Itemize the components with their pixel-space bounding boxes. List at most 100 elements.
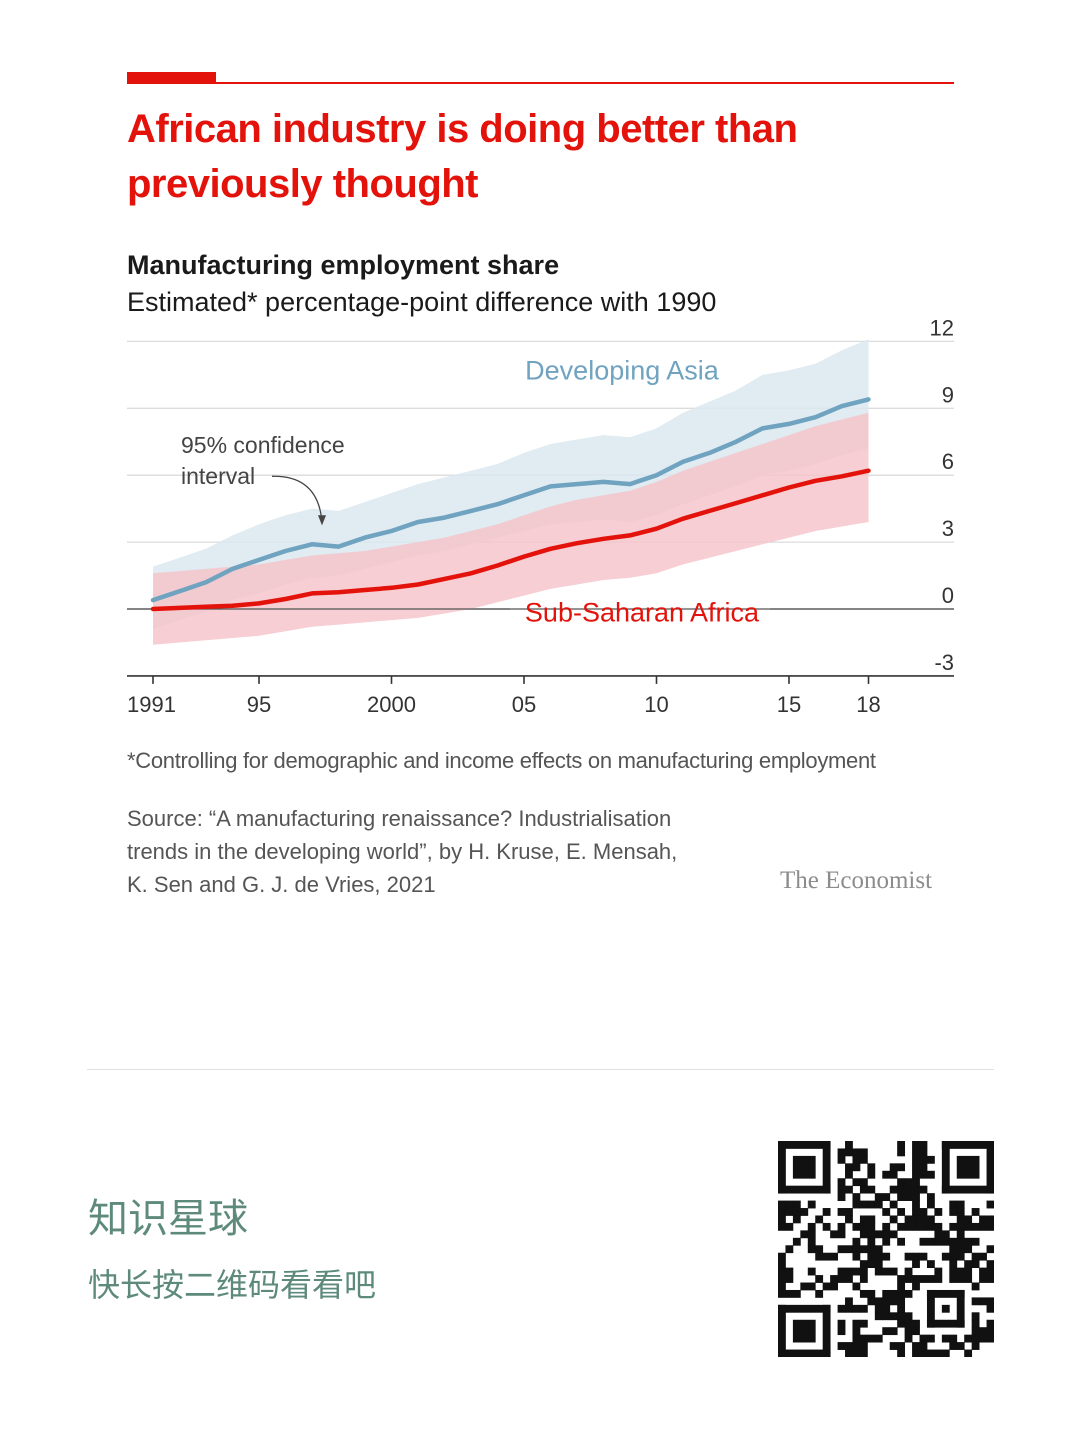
qr-module bbox=[852, 1222, 861, 1231]
qr-module bbox=[785, 1289, 794, 1298]
qr-align bbox=[926, 1289, 965, 1298]
qr-module bbox=[897, 1312, 906, 1321]
qr-finder bbox=[778, 1349, 831, 1357]
qr-module bbox=[949, 1342, 958, 1350]
qr-module bbox=[986, 1275, 994, 1283]
qr-module bbox=[889, 1200, 898, 1209]
qr-module bbox=[845, 1208, 853, 1216]
qr-module bbox=[971, 1252, 980, 1261]
qr-module bbox=[904, 1267, 913, 1276]
qr-module bbox=[964, 1275, 973, 1283]
qr-module bbox=[889, 1342, 898, 1350]
qr-module bbox=[859, 1222, 868, 1231]
qr-module bbox=[859, 1185, 868, 1194]
qr-module bbox=[919, 1148, 928, 1157]
qr-module bbox=[859, 1148, 868, 1157]
asia-series-line bbox=[150, 397, 871, 603]
qr-module bbox=[904, 1178, 913, 1187]
qr-align bbox=[941, 1304, 950, 1313]
qr-module bbox=[792, 1237, 801, 1246]
qr-module bbox=[785, 1245, 794, 1254]
qr-module bbox=[837, 1327, 846, 1336]
qr-module bbox=[882, 1208, 891, 1216]
qr-module bbox=[852, 1200, 861, 1209]
qr-module bbox=[919, 1349, 928, 1357]
qr-module bbox=[919, 1170, 928, 1179]
qr-module bbox=[837, 1275, 846, 1283]
qr-module bbox=[852, 1163, 861, 1172]
x-tick-label: 2000 bbox=[367, 692, 416, 717]
qr-module bbox=[964, 1245, 973, 1254]
qr-module bbox=[889, 1289, 898, 1298]
qr-module bbox=[882, 1252, 891, 1261]
qr-module bbox=[792, 1215, 801, 1224]
qr-module bbox=[882, 1170, 891, 1179]
qr-module bbox=[889, 1312, 898, 1321]
qr-module bbox=[859, 1230, 868, 1239]
qr-module bbox=[956, 1275, 965, 1283]
qr-module bbox=[778, 1215, 786, 1224]
qr-module bbox=[830, 1282, 838, 1291]
qr-code-icon[interactable] bbox=[778, 1141, 994, 1357]
qr-module bbox=[986, 1304, 994, 1313]
qr-module bbox=[941, 1334, 950, 1343]
qr-module bbox=[904, 1222, 913, 1231]
qr-module bbox=[941, 1349, 950, 1357]
qr-module bbox=[912, 1208, 920, 1216]
qr-module bbox=[859, 1245, 868, 1254]
qr-module bbox=[897, 1208, 906, 1216]
qr-module bbox=[971, 1342, 980, 1350]
qr-module bbox=[912, 1282, 920, 1291]
qr-module bbox=[904, 1312, 913, 1321]
qr-module bbox=[971, 1282, 980, 1291]
qr-module bbox=[882, 1230, 891, 1239]
qr-module bbox=[778, 1289, 786, 1298]
qr-module bbox=[949, 1334, 958, 1343]
qr-module bbox=[934, 1208, 943, 1216]
qr-module bbox=[979, 1327, 987, 1336]
x-tick-label: 18 bbox=[856, 692, 880, 717]
qr-module bbox=[897, 1185, 906, 1194]
ci-annotation-arrow bbox=[271, 475, 323, 523]
qr-module bbox=[830, 1252, 838, 1261]
qr-align bbox=[926, 1289, 935, 1328]
qr-module bbox=[889, 1297, 898, 1306]
qr-module bbox=[815, 1245, 824, 1254]
qr-module bbox=[859, 1267, 868, 1276]
qr-module bbox=[837, 1193, 846, 1201]
qr-module bbox=[986, 1334, 994, 1343]
qr-module bbox=[956, 1342, 965, 1350]
qr-module bbox=[874, 1230, 883, 1239]
qr-module bbox=[852, 1319, 861, 1328]
africa-series-line bbox=[150, 468, 871, 612]
qr-finder bbox=[792, 1319, 816, 1343]
qr-module bbox=[837, 1319, 846, 1328]
qr-module bbox=[874, 1260, 883, 1269]
qr-module bbox=[882, 1297, 891, 1306]
qr-module bbox=[956, 1222, 965, 1231]
qr-module bbox=[867, 1200, 876, 1209]
qr-module bbox=[956, 1267, 965, 1276]
qr-module bbox=[919, 1334, 928, 1343]
qr-module bbox=[859, 1334, 868, 1343]
qr-module bbox=[897, 1342, 906, 1350]
qr-finder bbox=[822, 1304, 831, 1357]
qr-module bbox=[986, 1200, 994, 1209]
qr-module bbox=[897, 1193, 906, 1201]
qr-module bbox=[778, 1252, 786, 1261]
qr-module bbox=[800, 1230, 809, 1239]
qr-module bbox=[912, 1148, 920, 1157]
qr-module bbox=[889, 1215, 898, 1224]
qr-module bbox=[867, 1237, 876, 1246]
qr-module bbox=[845, 1141, 853, 1149]
qr-module bbox=[852, 1178, 861, 1187]
qr-module bbox=[934, 1267, 943, 1276]
qr-module bbox=[912, 1327, 920, 1336]
qr-module bbox=[859, 1342, 868, 1350]
qr-module bbox=[897, 1297, 906, 1306]
qr-module bbox=[949, 1245, 958, 1254]
economist-wordmark: The Economist bbox=[780, 867, 933, 894]
qr-module bbox=[889, 1230, 898, 1239]
qr-module bbox=[874, 1267, 883, 1276]
qr-module bbox=[949, 1200, 958, 1209]
